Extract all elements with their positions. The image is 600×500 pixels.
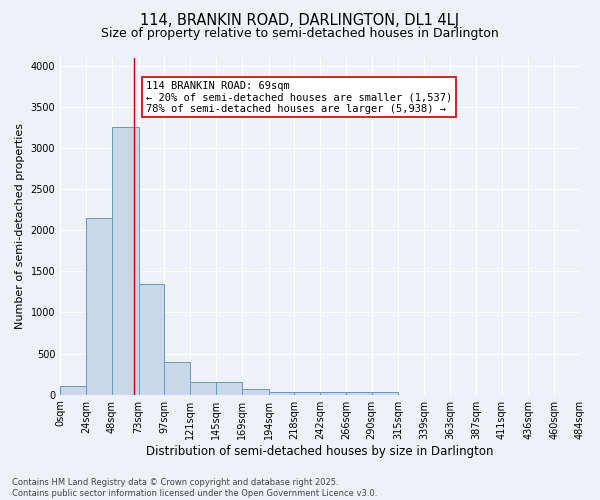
- Text: Size of property relative to semi-detached houses in Darlington: Size of property relative to semi-detach…: [101, 28, 499, 40]
- Y-axis label: Number of semi-detached properties: Number of semi-detached properties: [15, 123, 25, 329]
- Bar: [295, 392, 320, 394]
- Bar: [164, 362, 190, 394]
- Bar: [269, 392, 295, 394]
- Bar: [60, 386, 86, 394]
- Bar: [320, 392, 346, 394]
- Text: 114 BRANKIN ROAD: 69sqm
← 20% of semi-detached houses are smaller (1,537)
78% of: 114 BRANKIN ROAD: 69sqm ← 20% of semi-de…: [146, 80, 452, 114]
- Bar: [86, 218, 112, 394]
- Bar: [190, 382, 216, 394]
- Text: Contains HM Land Registry data © Crown copyright and database right 2025.
Contai: Contains HM Land Registry data © Crown c…: [12, 478, 377, 498]
- Bar: [242, 390, 269, 394]
- Bar: [346, 392, 371, 394]
- Bar: [112, 128, 139, 394]
- Bar: [371, 392, 398, 394]
- Bar: [216, 382, 242, 394]
- Bar: [139, 284, 164, 395]
- Text: 114, BRANKIN ROAD, DARLINGTON, DL1 4LJ: 114, BRANKIN ROAD, DARLINGTON, DL1 4LJ: [140, 12, 460, 28]
- X-axis label: Distribution of semi-detached houses by size in Darlington: Distribution of semi-detached houses by …: [146, 444, 494, 458]
